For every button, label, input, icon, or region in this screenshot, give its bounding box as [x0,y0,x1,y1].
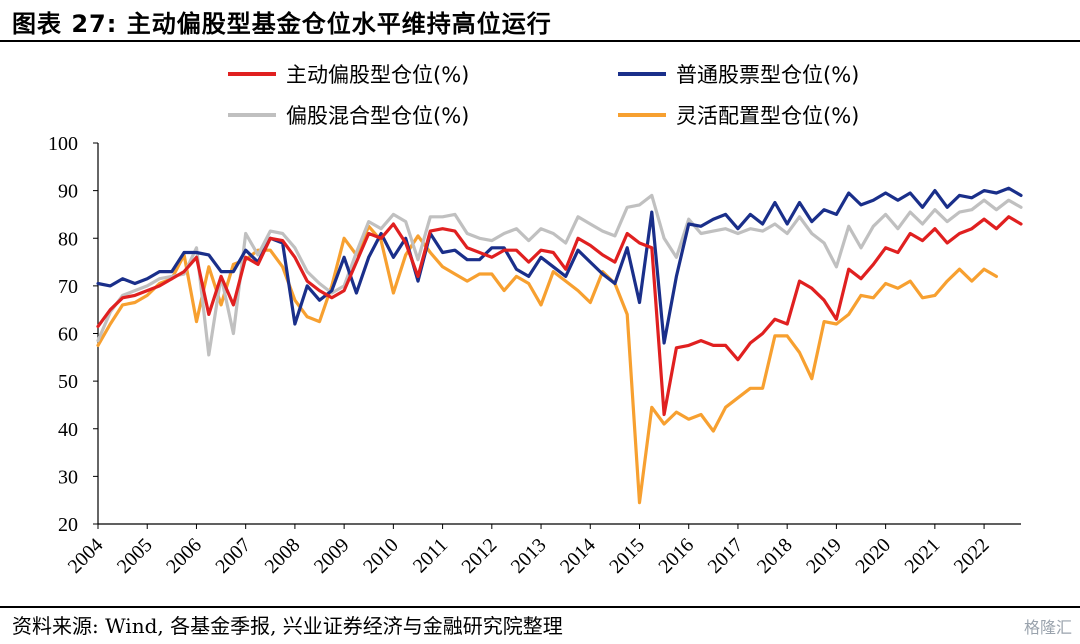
x-tick-label: 2019 [802,534,846,578]
x-tick-label: 2018 [753,534,797,578]
series-line-1 [96,186,1023,345]
chart-title: 图表 27: 主动偏股型基金仓位水平维持高位运行 [12,10,552,38]
x-tick-label: 2009 [310,534,354,578]
x-tick-label: 2008 [261,534,305,578]
y-tick-label: 80 [58,228,78,250]
y-tick-label: 100 [48,133,78,155]
y-tick-label: 30 [58,466,78,488]
x-tick-label: 2015 [605,534,649,578]
legend-label-1: 普通股票型仓位(%) [676,63,859,87]
x-tick-label: 2014 [556,534,600,578]
legend-label-2: 偏股混合型仓位(%) [286,104,469,128]
title-rule [0,40,1080,42]
x-tick-label: 2022 [950,534,994,578]
x-tick-label: 2013 [507,534,551,578]
watermark: 格隆汇 [1023,618,1072,637]
legend: 主动偏股型仓位(%) 普通股票型仓位(%) 偏股混合型仓位(%) 灵活配置型仓位(%) [228,63,859,128]
y-tick-label: 20 [58,514,78,536]
x-tick-label: 2021 [901,534,945,578]
source-rule [0,606,1080,608]
x-tick-label: 2007 [211,534,255,578]
legend-label-0: 主动偏股型仓位(%) [286,63,469,87]
legend-label-3: 灵活配置型仓位(%) [676,104,859,128]
y-tick-label: 90 [58,181,78,203]
x-tick-label: 2017 [704,534,748,578]
x-tick-label: 2011 [409,534,452,577]
x-tick-label: 2020 [851,534,895,578]
y-tick-label: 60 [58,324,78,346]
x-tick-label: 2006 [162,534,206,578]
y-tick-label: 40 [58,419,78,441]
series-line-2 [96,193,1023,357]
series-line-0 [96,215,1023,417]
x-tick-label: 2005 [113,534,157,578]
source-note: 资料来源: Wind, 各基金季报, 兴业证券经济与金融研究院整理 [12,614,563,638]
y-tick-label: 50 [58,371,78,393]
x-tick-label: 2004 [64,534,108,578]
x-tick-label: 2016 [654,534,698,578]
x-tick-label: 2010 [359,534,403,578]
series-layer [96,186,1023,505]
x-tick-label: 2012 [458,534,502,578]
series-line-3 [96,224,999,505]
y-tick-label: 70 [58,276,78,298]
